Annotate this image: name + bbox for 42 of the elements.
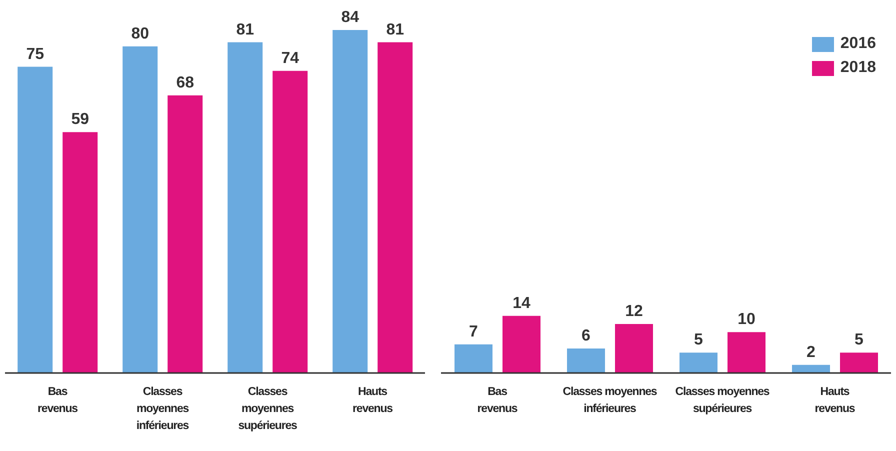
data-label: 6: [582, 328, 591, 344]
x-tick-label: Bas revenus: [477, 386, 518, 415]
data-label: 59: [71, 111, 90, 128]
data-label: 5: [694, 332, 704, 349]
bar: [615, 324, 653, 373]
data-label: 74: [281, 50, 300, 67]
data-label: 10: [738, 311, 756, 328]
bar: [792, 364, 830, 373]
bar: [840, 352, 878, 373]
bar: [728, 332, 766, 373]
data-label: 7: [469, 323, 478, 340]
bar: [454, 344, 492, 373]
data-label: 12: [625, 303, 643, 320]
bar: [680, 352, 718, 373]
x-tick-label: Classes moyennes inférieures: [562, 386, 657, 415]
data-label: 68: [176, 74, 194, 92]
x-tick-label: Classes moyennes inférieures: [136, 386, 189, 432]
bar: [332, 30, 368, 373]
data-label: 80: [131, 25, 150, 42]
bar: [272, 70, 308, 373]
x-tick-label: Classes moyennes supérieures: [675, 386, 770, 415]
data-label: 14: [512, 294, 530, 312]
data-label: 75: [26, 46, 44, 63]
bar: [62, 132, 98, 373]
x-tick-label: Hauts revenus: [814, 386, 855, 415]
bar: [502, 316, 540, 373]
bar: [18, 66, 53, 373]
data-label: 81: [236, 21, 254, 38]
data-label: 81: [386, 21, 404, 38]
bar: [567, 348, 605, 373]
legend-label: 2018: [840, 59, 876, 77]
bar: [228, 42, 263, 373]
legend-label: 2016: [840, 35, 876, 53]
bar: [122, 46, 158, 373]
bar: [378, 42, 413, 373]
data-label: 84: [341, 9, 360, 26]
data-label: 2: [806, 344, 816, 361]
data-label: 5: [854, 332, 864, 349]
x-tick-label: Hauts revenus: [352, 386, 393, 415]
x-tick-label: Classes moyennes supérieures: [238, 386, 297, 432]
x-tick-label: Bas revenus: [38, 386, 78, 415]
bar: [168, 95, 203, 373]
